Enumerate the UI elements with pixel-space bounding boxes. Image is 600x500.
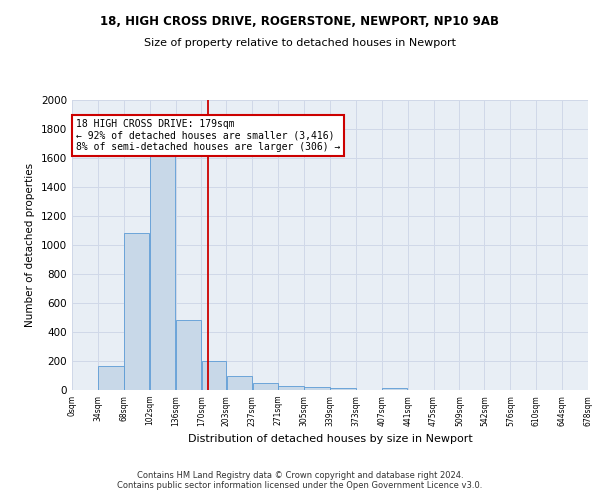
Bar [202, 361, 226, 390]
Bar [278, 386, 304, 390]
Text: 18 HIGH CROSS DRIVE: 179sqm
← 92% of detached houses are smaller (3,416)
8% of s: 18 HIGH CROSS DRIVE: 179sqm ← 92% of det… [76, 119, 340, 152]
Bar [253, 384, 278, 390]
X-axis label: Distribution of detached houses by size in Newport: Distribution of detached houses by size … [188, 434, 472, 444]
Bar [330, 388, 356, 390]
Bar [227, 376, 252, 390]
Bar [176, 320, 201, 390]
Bar [382, 388, 407, 390]
Bar [98, 366, 124, 390]
Bar [150, 155, 175, 390]
Text: 18, HIGH CROSS DRIVE, ROGERSTONE, NEWPORT, NP10 9AB: 18, HIGH CROSS DRIVE, ROGERSTONE, NEWPOR… [101, 15, 499, 28]
Text: Contains HM Land Registry data © Crown copyright and database right 2024.
Contai: Contains HM Land Registry data © Crown c… [118, 470, 482, 490]
Y-axis label: Number of detached properties: Number of detached properties [25, 163, 35, 327]
Text: Size of property relative to detached houses in Newport: Size of property relative to detached ho… [144, 38, 456, 48]
Bar [124, 232, 149, 390]
Bar [304, 387, 330, 390]
